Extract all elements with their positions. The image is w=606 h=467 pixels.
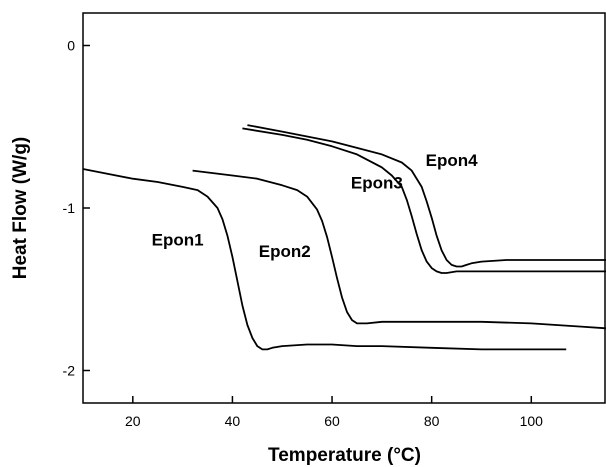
series-label-epon4: Epon4 <box>426 151 478 170</box>
series-curves <box>82 124 606 351</box>
series-line-epon2 <box>192 169 606 330</box>
x-tick-label: 40 <box>225 413 241 429</box>
series-label-epon3: Epon3 <box>351 174 403 193</box>
y-axis: 0 -1 -2 <box>63 38 90 379</box>
y-tick-label: -1 <box>63 200 76 216</box>
series-line-epon1 <box>82 168 567 351</box>
x-tick-label: 20 <box>125 413 141 429</box>
y-tick-label: -2 <box>63 363 76 379</box>
series-line-epon3 <box>242 127 606 274</box>
x-axis: 20 40 60 80 100 <box>125 396 543 429</box>
x-tick-label: 100 <box>520 413 544 429</box>
y-tick-label: 0 <box>67 38 75 54</box>
x-axis-title: Temperature (°C) <box>268 445 421 466</box>
x-tick-label: 60 <box>324 413 340 429</box>
x-tick-label: 80 <box>424 413 440 429</box>
series-label-epon1: Epon1 <box>152 230 204 249</box>
y-axis-title: Heat Flow (W/g) <box>10 137 31 279</box>
series-labels: Epon1 Epon2 Epon3 Epon4 <box>152 151 478 261</box>
series-label-epon2: Epon2 <box>259 242 311 261</box>
series-line-epon4 <box>247 124 606 268</box>
